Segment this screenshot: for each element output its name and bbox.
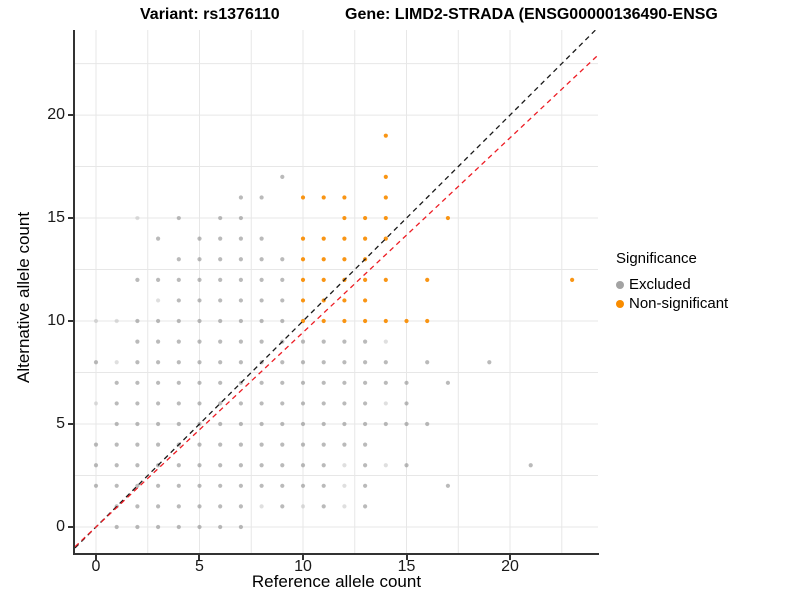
excluded-dot-icon [616,280,624,289]
tick-label: 0 [56,518,65,535]
legend-item-label: Excluded [629,276,691,293]
y-axis-title: Alternative allele count [14,211,33,383]
tick-label: 20 [47,106,65,124]
tick-mark [509,555,512,560]
tick-mark [198,555,201,560]
plot-title-variant: Variant: rs1376110 [140,6,280,23]
scatter-plot [75,30,598,553]
tick-mark [405,555,408,560]
legend-item-label: Non-significant [629,295,729,312]
tick-mark [68,320,73,323]
plot-title-gene: Gene: LIMD2-STRADA (ENSG00000136490-ENSG [345,6,718,23]
tick-label: 5 [195,558,204,575]
tick-mark [302,555,304,560]
tick-label: 20 [501,558,519,575]
tick-label: 10 [294,558,312,575]
tick-label: 10 [47,312,65,330]
tick-label: 15 [397,558,416,575]
tick-mark [94,555,97,560]
tick-mark [68,423,73,426]
tick-label: 15 [47,209,65,227]
legend-item-nonsignificant: Non-significant [616,295,728,312]
plot-panel [75,30,598,553]
non-significant-dot-icon [616,299,624,308]
legend: Significance Excluded Non-significant [616,250,728,312]
tick-mark [68,526,73,528]
x-axis-title: Reference allele count [251,572,422,591]
legend-title: Significance [616,250,697,267]
tick-mark [68,114,73,117]
legend-item-excluded: Excluded [616,276,728,293]
tick-mark [68,217,73,220]
tick-label: 5 [56,415,65,433]
tick-label: 0 [91,558,101,575]
y-axis-line [73,30,75,555]
x-axis-line [74,553,599,555]
